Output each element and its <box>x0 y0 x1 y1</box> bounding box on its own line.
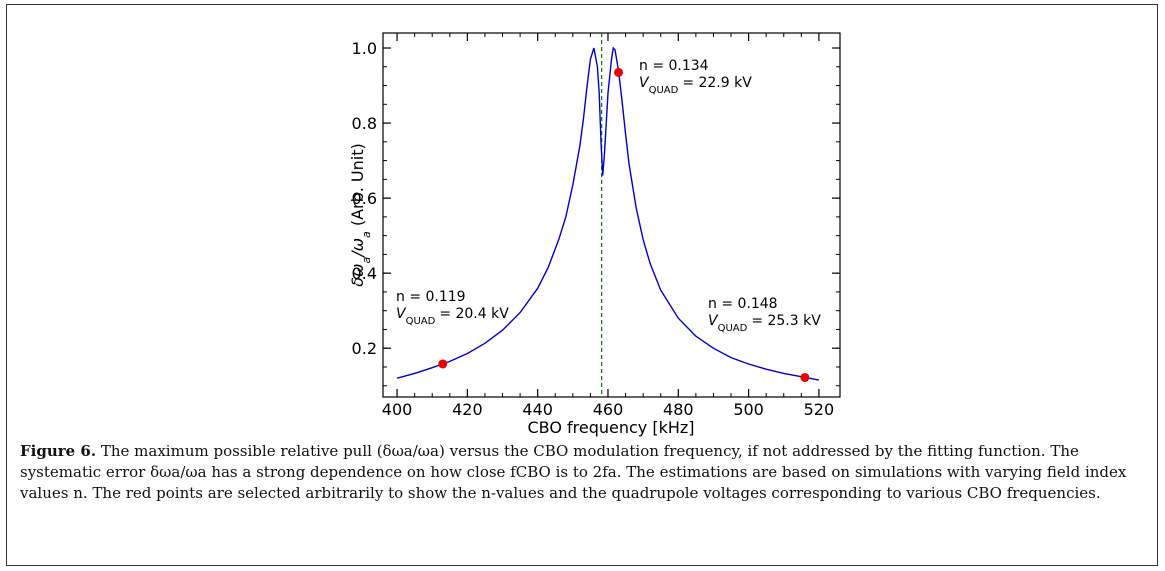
caption-label: Figure 6. <box>20 442 97 460</box>
annotation-v-value: = 22.9 kV <box>682 75 752 91</box>
x-axis-ticks: 400 420 440 460 480 500 520 <box>382 33 834 419</box>
y-tick-label: 0.2 <box>352 339 377 358</box>
series-line <box>396 46 820 381</box>
annotation-v-quad: VQUAD = 20.4 kV <box>396 306 509 327</box>
x-tick-label: 400 <box>382 400 413 419</box>
data-points <box>438 67 810 382</box>
x-axis-label: CBO frequency [kHz] <box>527 418 694 437</box>
annotation-right: n = 0.148 VQUAD = 25.3 kV <box>708 296 821 334</box>
data-point <box>614 67 624 77</box>
x-tick-label: 460 <box>593 400 624 419</box>
y-tick-label: 1.0 <box>352 39 377 58</box>
annotation-v-quad: VQUAD = 22.9 kV <box>639 75 752 96</box>
caption-text: The maximum possible relative pull (δωa/… <box>20 442 1127 502</box>
annotation-n-value: n = 0.148 <box>708 296 778 312</box>
x-tick-label: 500 <box>733 400 764 419</box>
data-point <box>800 372 810 382</box>
x-tick-label: 520 <box>804 400 835 419</box>
x-tick-label: 480 <box>663 400 694 419</box>
y-axis-ticks: 0.2 0.4 0.6 0.8 1.0 <box>352 39 840 387</box>
annotation-middle: n = 0.134 VQUAD = 22.9 kV <box>639 58 752 96</box>
y-axis-label: δωa/ωa (Arb. Unit) <box>348 143 373 286</box>
annotation-n-value: n = 0.134 <box>639 58 709 74</box>
annotation-left: n = 0.119 VQUAD = 20.4 kV <box>396 289 509 327</box>
figure-caption: Figure 6. The maximum possible relative … <box>20 441 1140 504</box>
x-tick-label: 420 <box>452 400 483 419</box>
annotation-v-value: = 25.3 kV <box>751 313 821 329</box>
figure-frame <box>6 4 1158 566</box>
y-tick-label: 0.8 <box>352 114 377 133</box>
cbo-pull-chart: 0.2 0.4 0.6 0.8 1.0 400 420 440 460 480 500 520 δω… <box>348 32 841 437</box>
x-tick-label: 440 <box>522 400 553 419</box>
y-tick-label: 0.4 <box>352 264 377 283</box>
plot-area <box>382 32 841 398</box>
annotation-n-value: n = 0.119 <box>396 289 466 305</box>
annotation-v-quad: VQUAD = 25.3 kV <box>708 313 821 334</box>
annotation-v-value: = 20.4 kV <box>439 306 509 322</box>
y-tick-label: 0.6 <box>352 189 377 208</box>
data-point <box>438 359 448 369</box>
